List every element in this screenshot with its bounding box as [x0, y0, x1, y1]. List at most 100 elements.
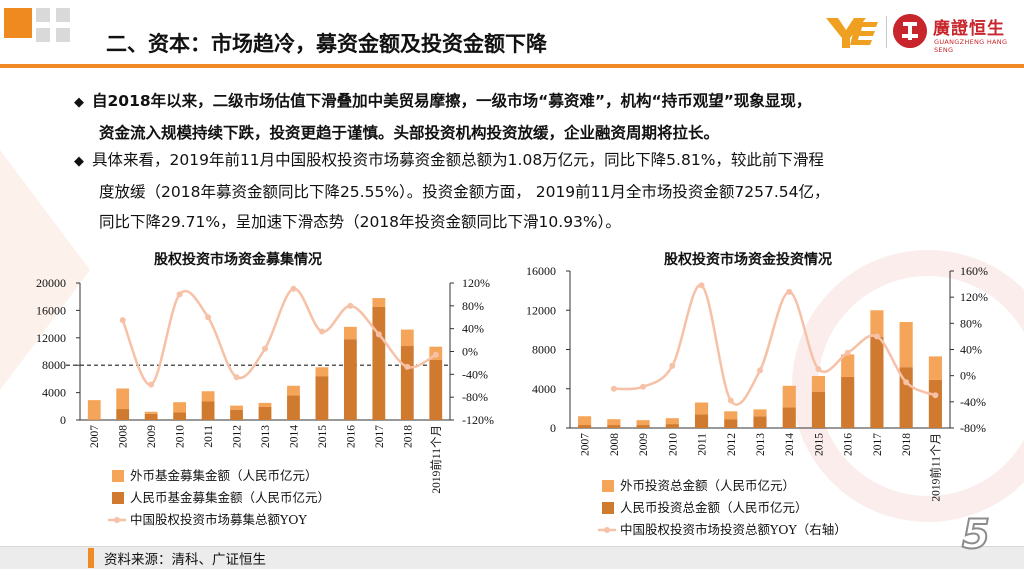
yoy-point — [610, 385, 617, 392]
bar-segment — [287, 385, 300, 396]
bar-segment — [87, 419, 101, 420]
left-axis-tick-label: 12000 — [526, 303, 556, 317]
yoy-line — [121, 287, 437, 386]
bar-segment — [372, 298, 386, 307]
bar-segment — [899, 367, 913, 428]
category-label: 2010 — [175, 425, 187, 448]
left-axis-tick-label: 16000 — [36, 303, 66, 317]
category-label: 2007 — [89, 425, 101, 448]
category-label: 2010 — [667, 433, 679, 456]
legend-label: 人民币基金募集金额（人民币亿元） — [130, 490, 330, 505]
yoy-point — [932, 392, 939, 399]
yoy-point — [757, 367, 763, 374]
yoy-point — [669, 362, 676, 369]
bar-segment — [343, 339, 357, 420]
right-axis-tick-label: 0% — [462, 345, 478, 359]
bullet-line: 资金流入规模持续下跌，投资更趋于谨慎。头部投资机构投资放缓，企业融资周期将拉长。 — [99, 124, 720, 142]
bar-segment — [287, 395, 300, 420]
bar-segment — [258, 402, 272, 407]
background-watermark-left — [0, 150, 90, 390]
yoy-point — [233, 374, 240, 381]
bullet-line: ◆ 自2018年以来，二级市场估值下滑叠加中美贸易摩擦，一级市场“募资难”，机构“… — [74, 86, 974, 118]
bar-segment — [116, 388, 130, 410]
right-axis-tick-label: 40% — [462, 322, 484, 336]
category-label: 2009 — [638, 433, 650, 456]
bar-segment — [811, 375, 826, 392]
yoy-point — [640, 383, 647, 390]
bullet-line: ◆ 具体来看，2019年前11月中国股权投资市场募资金额总额为1.08万亿元，同比… — [74, 145, 974, 177]
right-axis-tick-label: 120% — [960, 290, 988, 304]
bar-segment — [578, 416, 592, 426]
header-grey-square — [36, 8, 50, 22]
right-axis-tick-label: -40% — [462, 367, 488, 381]
left-axis-tick-label: 0 — [550, 421, 556, 435]
bar-segment — [230, 409, 243, 420]
bar-segment — [928, 356, 942, 380]
legend-label: 外币基金募集金额（人民币亿元） — [130, 468, 318, 483]
company-logo-mark — [826, 18, 878, 48]
legend-bar-swatch — [112, 492, 124, 504]
bar-segment — [315, 367, 329, 377]
bar-segment — [753, 416, 767, 428]
bar-segment — [811, 391, 826, 428]
category-label: 2011 — [203, 425, 215, 448]
yoy-point — [432, 351, 439, 358]
legend-label: 人民币投资总金额（人民币亿元） — [620, 500, 808, 515]
category-label: 2018 — [402, 425, 414, 448]
category-label: 2017 — [872, 433, 884, 456]
left-axis-tick-label: 8000 — [532, 343, 556, 357]
bar-segment — [607, 425, 621, 428]
bar-segment — [87, 400, 101, 420]
yoy-point — [176, 291, 183, 298]
bullet-line: 度放缓（2018年募资金额同比下降25.55%）。投资金额方面， 2019前11… — [99, 183, 830, 201]
header-grey-square — [36, 28, 50, 42]
bullet-point-2: ◆ 具体来看，2019年前11月中国股权投资市场募资金额总额为1.08万亿元，同比… — [74, 145, 974, 237]
bar-segment — [665, 424, 679, 428]
left-axis-tick-label: 0 — [60, 413, 66, 427]
bar-segment — [116, 409, 130, 420]
right-axis-tick-label: 80% — [960, 316, 982, 330]
left-axis-tick-label: 8000 — [42, 358, 66, 372]
header-grey-square — [56, 28, 70, 42]
bar-segment — [258, 406, 272, 420]
bar-segment — [400, 329, 414, 347]
right-axis-tick-label: 120% — [462, 276, 490, 290]
bar-segment — [372, 306, 386, 420]
bar-segment — [201, 401, 215, 420]
legend-line-swatch-dot — [604, 527, 610, 533]
right-axis-tick-label: 0% — [960, 369, 976, 383]
bar-segment — [694, 402, 709, 415]
bar-segment — [870, 310, 884, 337]
bar-segment — [173, 402, 187, 413]
bar-segment — [841, 354, 855, 377]
legend-bar-swatch — [602, 502, 614, 514]
yoy-line — [613, 284, 936, 406]
category-label: 2008 — [609, 433, 621, 456]
bullet-point-1: ◆ 自2018年以来，二级市场估值下滑叠加中美贸易摩擦，一级市场“募资难”，机构“… — [74, 86, 974, 148]
yoy-point — [119, 317, 126, 324]
bar-segment — [694, 414, 709, 428]
company-seal-icon — [893, 14, 927, 48]
yoy-point — [347, 302, 354, 309]
bar-segment — [782, 407, 796, 428]
bar-segment — [724, 411, 738, 420]
category-label: 2014 — [784, 433, 796, 456]
category-label: 2009 — [146, 425, 158, 448]
source-note: 资料来源：清科、广证恒生 — [104, 552, 266, 568]
yoy-point — [205, 314, 212, 321]
bullet-line: 同比下降29.71%，呈加速下滑态势（2018年投资金额同比下滑10.93%）。 — [99, 213, 621, 231]
legend-bar-swatch — [602, 480, 614, 492]
category-label: 2007 — [580, 433, 592, 456]
right-axis-tick-label: -120% — [462, 413, 494, 427]
category-label: 2008 — [118, 425, 130, 448]
category-label: 2015 — [317, 425, 329, 448]
bar-segment — [230, 405, 243, 410]
category-label: 2014 — [288, 425, 300, 448]
bar-segment — [636, 420, 650, 426]
yoy-point — [698, 282, 705, 289]
legend-line-swatch-dot — [114, 517, 120, 523]
header-grey-square — [56, 8, 70, 22]
legend-label: 外币投资总金额（人民币亿元） — [620, 478, 795, 493]
left-axis-tick-label: 4000 — [532, 382, 556, 396]
right-axis-tick-label: 40% — [960, 343, 982, 357]
